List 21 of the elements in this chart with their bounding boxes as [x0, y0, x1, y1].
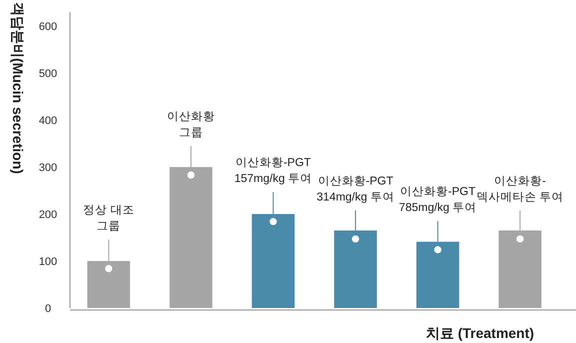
- point: [187, 171, 195, 179]
- y-tick-label: 500: [38, 68, 58, 80]
- point: [352, 235, 360, 243]
- x-tick-label: 정상 대조 그룹: [83, 204, 134, 232]
- x-tick-label: 이산화황-PGT 785mg/kg 투여: [398, 186, 477, 214]
- point: [516, 235, 524, 243]
- point: [105, 264, 112, 272]
- y-tick-label: 400: [38, 115, 58, 128]
- x-tick-label: 이산화황-PGT 314mg/kg 투여: [316, 175, 394, 204]
- y-tick-label: 0: [44, 303, 52, 315]
- x-tick-label: 이산화황 그룹: [166, 110, 215, 139]
- y-axis-title: 객담분비(Mucin secretion): [10, 2, 26, 174]
- y-tick-label: 300: [38, 162, 58, 174]
- x-tick-label: 이산화황-덱사메타손 투여: [476, 175, 564, 204]
- point: [270, 218, 277, 226]
- point: [434, 246, 442, 254]
- y-tick-label: 200: [38, 209, 58, 222]
- y-tick-label: 100: [38, 256, 58, 268]
- x-axis-title: 치료 (Treatment): [426, 325, 534, 341]
- x-tick-label: 이산화황-PGT 157mg/kg 투여: [234, 156, 312, 185]
- y-tick-label: 600: [38, 21, 58, 34]
